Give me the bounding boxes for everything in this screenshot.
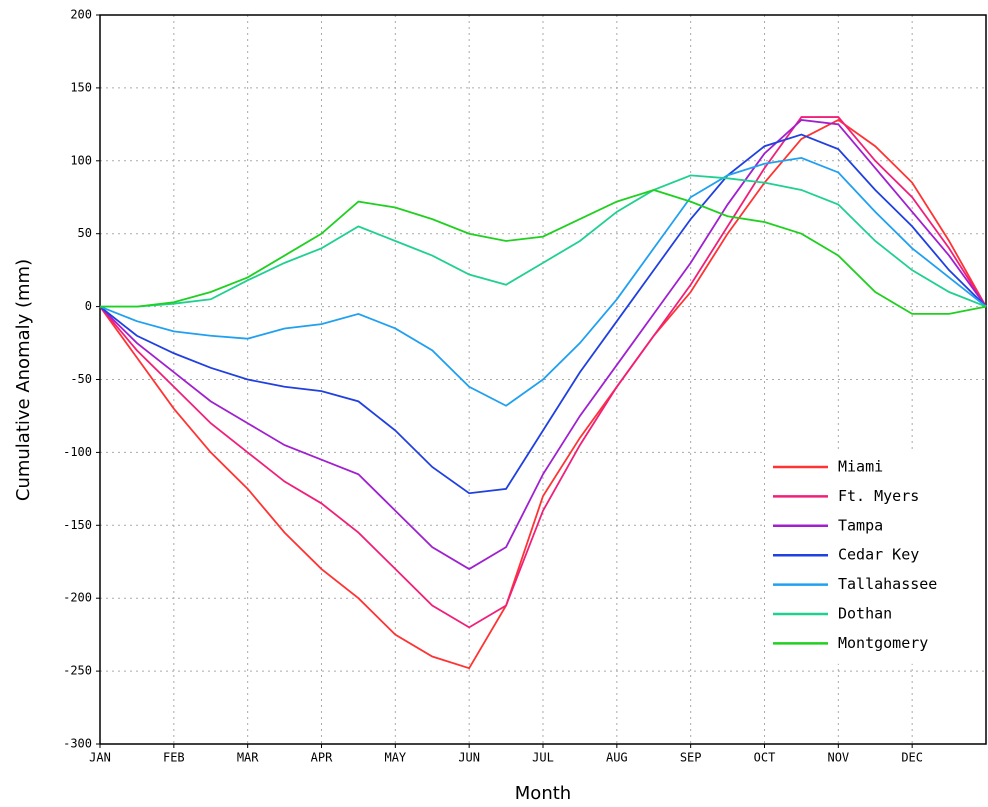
- y-tick-label: -150: [63, 518, 92, 532]
- x-tick-label: OCT: [754, 751, 776, 765]
- x-tick-label: AUG: [606, 751, 628, 765]
- y-tick-label: 0: [85, 299, 92, 313]
- y-tick-label: -200: [63, 591, 92, 605]
- x-tick-label: JUL: [532, 751, 554, 765]
- legend-label: Tampa: [838, 516, 883, 534]
- y-tick-label: 100: [70, 153, 92, 167]
- y-tick-label: -250: [63, 664, 92, 678]
- x-tick-label: JAN: [89, 751, 111, 765]
- line-series: [99, 133, 987, 495]
- line-series: [99, 156, 987, 407]
- x-axis-label: Month: [515, 783, 571, 804]
- x-tick-label: DEC: [901, 751, 923, 765]
- line-series: [99, 116, 987, 629]
- legend-label: Miami: [838, 458, 883, 476]
- legend-label: Dothan: [838, 605, 892, 623]
- legend-label: Tallahassee: [838, 575, 937, 593]
- x-tick-label: FEB: [163, 751, 185, 765]
- x-tick-label: APR: [311, 751, 333, 765]
- y-tick-label: -100: [63, 445, 92, 459]
- y-tick-label: 50: [78, 226, 92, 240]
- legend-label: Cedar Key: [838, 546, 919, 564]
- line-series: [99, 119, 987, 571]
- y-tick-label: 200: [70, 8, 92, 22]
- x-tick-label: MAY: [384, 751, 406, 765]
- legend-label: Ft. Myers: [838, 487, 919, 505]
- line-series: [99, 118, 987, 670]
- line-series: [100, 189, 987, 315]
- legend-label: Montgomery: [838, 634, 928, 652]
- x-tick-label: MAR: [237, 751, 259, 765]
- y-tick-label: -50: [70, 372, 92, 386]
- y-tick-label: -300: [63, 737, 92, 751]
- x-tick-label: NOV: [827, 751, 849, 765]
- y-tick-label: 150: [70, 80, 92, 94]
- legend-box: [765, 450, 984, 664]
- y-axis-label: Cumulative Anomaly (mm): [13, 259, 34, 501]
- plot-frame: [99, 14, 987, 745]
- x-tick-label: JUN: [458, 751, 480, 765]
- line-series: [100, 174, 987, 308]
- x-tick-label: SEP: [680, 751, 702, 765]
